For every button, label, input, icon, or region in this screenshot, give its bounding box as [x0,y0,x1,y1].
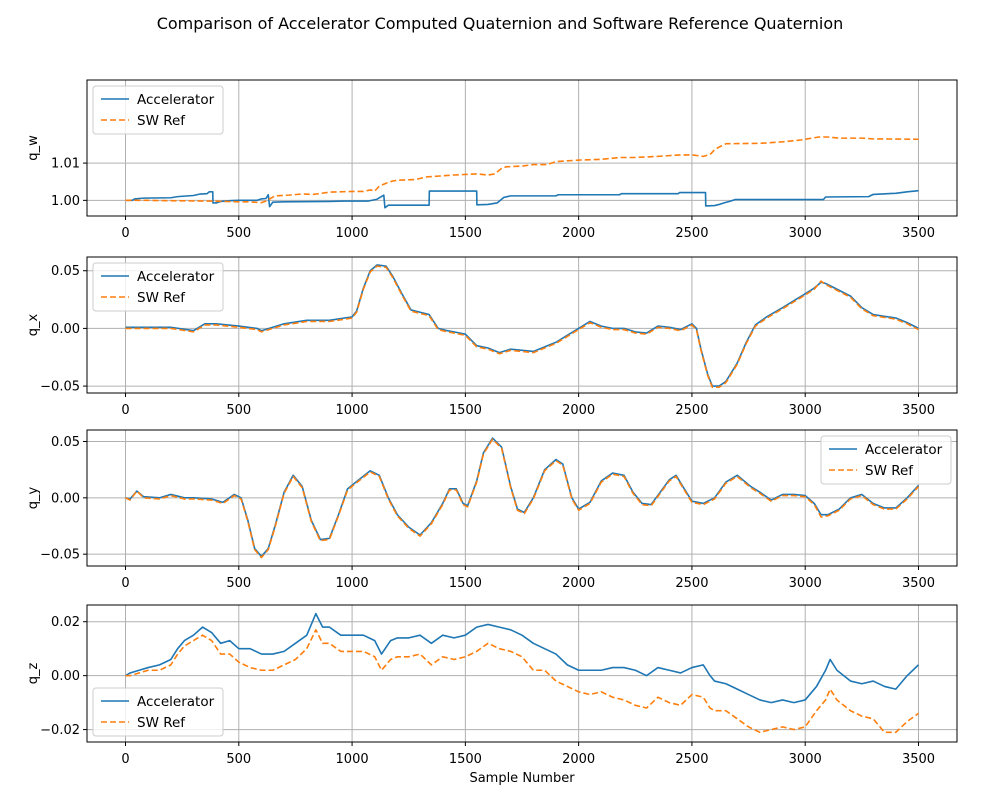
x-tick-label: 3000 [789,752,822,767]
subplot-q-z-series [125,612,920,734]
y-tick-label: 1.00 [51,194,80,209]
x-tick-label: 0 [121,403,129,418]
subplot-q-y: 0 500 1000 1500 2000 2500 3000 3500 −0.05 0.00 0.0… [26,429,958,591]
subplot-q-z: 0 500 1000 1500 2000 2500 3000 3500 −0.02 0.00 0.0… [26,604,958,786]
legend-frame [820,435,952,485]
x-tick-label: 2500 [675,576,708,591]
x-tick-label: 1500 [449,403,482,418]
x-tick-label: 1500 [449,576,482,591]
x-tick-label: 3500 [902,226,935,241]
legend-label-sw-ref: SW Ref [137,290,186,306]
subplot-q-x-series [125,264,919,389]
legend-label-accelerator: Accelerator [137,92,215,108]
x-tick-label: 500 [226,226,251,241]
series-line-accelerator [125,264,919,387]
x-axis-label: Sample Number [469,771,575,786]
series-line-sw-ref [125,136,919,204]
x-tick-label: 3000 [789,226,822,241]
y-tick-label: 0.05 [51,435,80,450]
legend-frame [92,262,224,312]
subplot-q-x-axes-frame [86,256,958,394]
legend-label-sw-ref: SW Ref [137,715,186,731]
legend-frame [92,85,224,135]
y-tick-label: 1.01 [51,157,80,172]
y-tick-label: 0.02 [51,615,80,630]
x-tick-label: 500 [226,576,251,591]
subplot-q-z-ylabel: q_z [26,663,41,685]
x-tick-label: 1000 [336,403,369,418]
subplot-q-w: 0 500 1000 1500 2000 2500 3000 3500 1.00 1.01 q_w A… [26,79,958,241]
subplot-q-w-ylabel: q_w [26,135,41,161]
y-tick-label: −0.05 [40,548,80,563]
y-tick-label: 0.00 [51,491,80,506]
subplot-q-z-legend: Accelerator SW Ref [92,687,224,737]
series-line-accelerator [125,189,919,209]
x-tick-label: 500 [226,403,251,418]
y-tick-label: −0.05 [40,380,80,395]
x-tick-label: 3500 [902,752,935,767]
y-tick-label: 0.05 [51,264,80,279]
subplot-q-x-grid [87,257,957,393]
series-line-accelerator [125,612,920,704]
x-tick-label: 500 [226,752,251,767]
x-tick-label: 2500 [675,752,708,767]
subplot-q-w-series [125,136,919,209]
subplot-q-w-axes-frame [86,79,958,217]
legend-label-accelerator: Accelerator [865,442,943,458]
subplot-q-y-series [125,437,920,559]
x-tick-label: 3500 [902,576,935,591]
subplot-q-y-legend: Accelerator SW Ref [820,435,952,485]
x-tick-label: 1000 [336,752,369,767]
subplot-q-x: 0 500 1000 1500 2000 2500 3000 3500 −0.05 0.00 0.0… [26,256,958,418]
legend-label-accelerator: Accelerator [137,269,215,285]
series-line-sw-ref [125,629,919,734]
subplot-q-z-grid [87,605,957,742]
x-tick-label: 2500 [675,403,708,418]
y-tick-label: 0.00 [51,669,80,684]
series-line-sw-ref [125,265,919,389]
x-tick-label: 2000 [562,576,595,591]
subplots: 0 500 1000 1500 2000 2500 3000 3500 1.00 1.01 q_w A… [26,79,958,786]
x-tick-label: 0 [121,752,129,767]
x-tick-label: 0 [121,576,129,591]
subplot-q-z-axes-frame [86,604,958,743]
x-tick-label: 2000 [562,403,595,418]
subplot-q-y-ylabel: q_y [26,486,41,509]
y-tick-label: −0.02 [40,723,80,738]
subplot-q-x-ylabel: q_x [26,313,41,336]
x-tick-label: 3500 [902,403,935,418]
x-tick-label: 1000 [336,226,369,241]
x-tick-label: 3000 [789,576,822,591]
x-tick-label: 3000 [789,403,822,418]
figure-title: Comparison of Accelerator Computed Quate… [157,14,844,33]
series-line-sw-ref [125,438,920,559]
subplot-q-w-legend: Accelerator SW Ref [92,85,224,135]
x-tick-label: 1000 [336,576,369,591]
y-tick-label: 0.00 [51,322,80,337]
legend-frame [92,687,224,737]
legend-label-accelerator: Accelerator [137,694,215,710]
x-tick-label: 0 [121,226,129,241]
x-tick-label: 1500 [449,226,482,241]
x-tick-label: 2000 [562,752,595,767]
series-line-accelerator [125,437,920,558]
x-tick-label: 1500 [449,752,482,767]
x-tick-label: 2500 [675,226,708,241]
subplot-q-x-legend: Accelerator SW Ref [92,262,224,312]
legend-label-sw-ref: SW Ref [137,113,186,129]
legend-label-sw-ref: SW Ref [865,463,914,479]
x-tick-label: 2000 [562,226,595,241]
